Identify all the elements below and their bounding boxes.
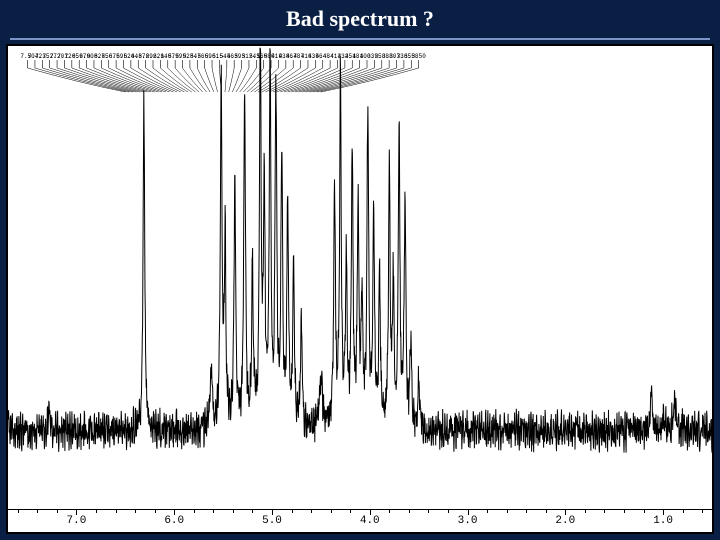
x-minor-tick (18, 510, 19, 513)
x-minor-tick (624, 510, 625, 513)
x-minor-tick (644, 510, 645, 513)
x-minor-tick (96, 510, 97, 513)
x-minor-tick (702, 510, 703, 513)
plot-area: 7.507.427.357.277.207.127.056.976.906.82… (8, 46, 712, 510)
title-rule (10, 38, 710, 40)
x-minor-tick (331, 510, 332, 513)
x-minor-tick (213, 510, 214, 513)
x-minor-tick (116, 510, 117, 513)
x-tick-label: 6.0 (164, 515, 184, 527)
x-tick-label: 4.0 (360, 515, 380, 527)
x-tick-label: 5.0 (262, 515, 282, 527)
x-minor-tick (350, 510, 351, 513)
x-minor-tick (507, 510, 508, 513)
x-minor-tick (428, 510, 429, 513)
x-minor-tick (292, 510, 293, 513)
x-axis: 7.0 6.0 5.0 4.0 3.0 2.0 1.0 (8, 509, 712, 532)
x-minor-tick (252, 510, 253, 513)
spectrum-chart: 7.507.427.357.277.207.127.056.976.906.82… (6, 44, 714, 534)
x-minor-tick (311, 510, 312, 513)
x-minor-tick (409, 510, 410, 513)
x-minor-tick (233, 510, 234, 513)
x-minor-tick (135, 510, 136, 513)
x-minor-tick (546, 510, 547, 513)
x-minor-tick (389, 510, 390, 513)
x-minor-tick (683, 510, 684, 513)
x-minor-tick (194, 510, 195, 513)
slide: Bad spectrum ? 7.507.427.357.277.207.127… (0, 0, 720, 540)
x-minor-tick (155, 510, 156, 513)
x-minor-tick (57, 510, 58, 513)
x-minor-tick (37, 510, 38, 513)
x-tick-label: 7.0 (67, 515, 87, 527)
x-minor-tick (604, 510, 605, 513)
x-tick-label: 3.0 (458, 515, 478, 527)
x-minor-tick (585, 510, 586, 513)
page-title: Bad spectrum ? (0, 6, 720, 32)
spectrum-trace (8, 46, 712, 510)
x-minor-tick (448, 510, 449, 513)
x-tick-label: 1.0 (653, 515, 673, 527)
x-minor-tick (526, 510, 527, 513)
x-minor-tick (487, 510, 488, 513)
x-tick-label: 2.0 (555, 515, 575, 527)
